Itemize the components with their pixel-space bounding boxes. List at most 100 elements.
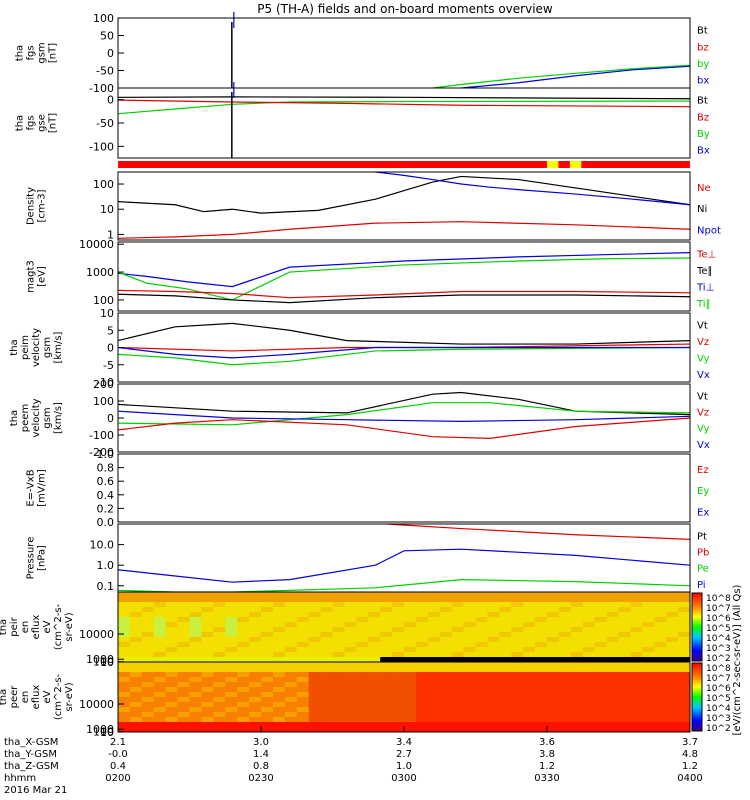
panel-frame bbox=[117, 241, 691, 312]
heat-cell bbox=[189, 612, 202, 618]
heat-cell bbox=[630, 627, 643, 633]
heat-cell bbox=[654, 592, 667, 598]
heat-cell bbox=[296, 642, 310, 648]
heat-cell bbox=[368, 652, 381, 658]
series-Ti⊥ bbox=[117, 251, 691, 288]
heat-cell bbox=[392, 722, 405, 728]
heat-cell bbox=[344, 687, 357, 693]
heat-cell bbox=[141, 637, 155, 643]
heat-cell bbox=[487, 717, 500, 723]
heat-cell bbox=[201, 632, 214, 638]
heat-cell bbox=[225, 692, 238, 698]
heat-cell bbox=[118, 717, 131, 723]
heat-cell bbox=[499, 622, 512, 628]
heat-cell bbox=[392, 632, 405, 638]
heat-cell bbox=[618, 597, 631, 603]
heat-cell bbox=[606, 622, 619, 628]
heat-cell bbox=[475, 617, 488, 623]
heat-cell bbox=[272, 642, 286, 648]
heat-cell bbox=[654, 637, 667, 643]
heat-cell bbox=[654, 662, 667, 668]
heat-cell bbox=[594, 722, 608, 728]
heat-cell bbox=[118, 622, 131, 628]
heat-cell bbox=[261, 717, 274, 723]
heat-cell bbox=[153, 672, 167, 678]
panel-peer_eflux: 10000100010010thapeerenefluxeV(cm^2-s-sr… bbox=[0, 661, 691, 739]
heat-cell bbox=[165, 692, 179, 698]
legend-entry: Vt bbox=[697, 321, 708, 332]
heat-cell bbox=[380, 717, 393, 723]
heat-cell bbox=[451, 592, 465, 598]
heat-cell bbox=[666, 722, 679, 728]
heat-cell bbox=[272, 637, 286, 643]
heat-cell bbox=[678, 627, 691, 633]
heat-cell bbox=[368, 702, 381, 708]
ylabel-line: eflux bbox=[31, 685, 42, 710]
heat-cell bbox=[380, 647, 393, 653]
heat-cell bbox=[463, 597, 476, 603]
heat-cell bbox=[332, 622, 345, 628]
heat-cell bbox=[201, 722, 214, 728]
heat-cell bbox=[225, 657, 238, 663]
heat-cell bbox=[308, 622, 322, 628]
heat-cell bbox=[451, 712, 465, 718]
heat-cell bbox=[189, 677, 202, 683]
heat-cell bbox=[344, 602, 357, 608]
ytick-label: 0 bbox=[107, 342, 114, 355]
heat-cell bbox=[451, 642, 465, 648]
heat-cell bbox=[344, 712, 357, 718]
heat-cell bbox=[415, 692, 429, 698]
heat-cell bbox=[558, 642, 572, 648]
heat-cell bbox=[368, 662, 381, 668]
heat-cell bbox=[427, 607, 441, 613]
heat-cell bbox=[463, 632, 476, 638]
heat-cell bbox=[201, 607, 214, 613]
heat-cell bbox=[558, 662, 572, 668]
heat-cell bbox=[487, 627, 500, 633]
heat-cell bbox=[344, 702, 357, 708]
heat-cell bbox=[535, 637, 548, 643]
heat-cell bbox=[451, 682, 465, 688]
heat-cell bbox=[535, 682, 548, 688]
heat-cell bbox=[153, 602, 167, 608]
heat-cell bbox=[475, 667, 488, 673]
heat-cell bbox=[451, 617, 465, 623]
heat-cell bbox=[570, 627, 584, 633]
heat-cell bbox=[547, 662, 560, 668]
heat-cell bbox=[594, 687, 608, 693]
heat-cell bbox=[618, 707, 631, 713]
series-Te⊥ bbox=[117, 289, 691, 299]
heat-cell bbox=[451, 717, 465, 723]
heat-cell bbox=[237, 597, 250, 603]
heat-cell bbox=[213, 612, 226, 618]
heat-cell bbox=[487, 722, 500, 728]
heat-cell bbox=[165, 602, 179, 608]
heat-cell bbox=[404, 642, 417, 648]
heat-cell bbox=[654, 602, 667, 608]
heat-cell bbox=[237, 707, 250, 713]
heat-cell bbox=[237, 702, 250, 708]
heat-cell bbox=[439, 597, 453, 603]
heat-cell bbox=[511, 607, 524, 613]
heat-cell bbox=[225, 697, 238, 703]
series-by bbox=[432, 64, 691, 89]
heat-cell bbox=[487, 652, 500, 658]
heat-cell bbox=[141, 722, 155, 728]
heat-cell bbox=[582, 627, 596, 633]
heat-cell bbox=[404, 597, 417, 603]
colorbar-tick: 10^6 bbox=[706, 684, 731, 694]
heat-cell bbox=[261, 647, 274, 653]
heat-cell bbox=[606, 677, 619, 683]
heat-cell bbox=[523, 687, 536, 693]
heat-cell bbox=[296, 707, 310, 713]
heat-cell bbox=[344, 622, 357, 628]
heat-cell bbox=[642, 592, 655, 598]
heat-cell bbox=[582, 662, 596, 668]
heat-cell bbox=[487, 647, 500, 653]
ylabel-line: peir bbox=[9, 616, 20, 636]
heat-cell bbox=[272, 602, 286, 608]
heat-cell bbox=[439, 707, 453, 713]
heat-cell bbox=[463, 677, 476, 683]
